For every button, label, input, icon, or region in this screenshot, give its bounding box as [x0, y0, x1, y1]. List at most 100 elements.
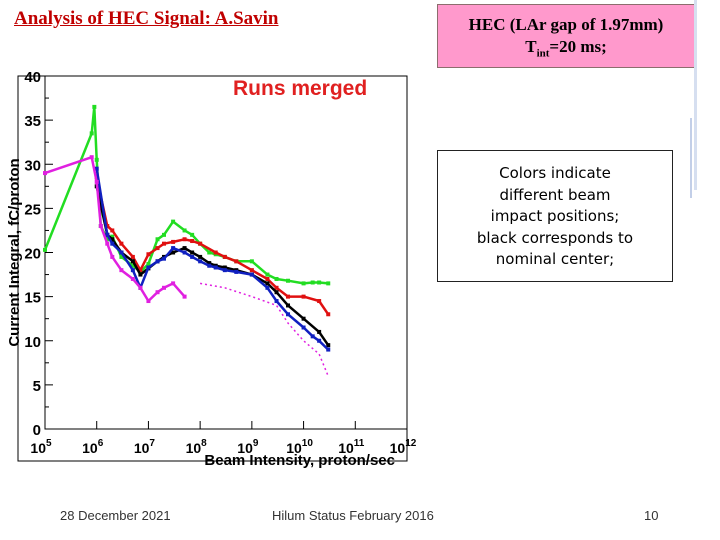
data-point: [326, 343, 331, 348]
data-point: [161, 241, 166, 246]
data-point: [155, 246, 160, 251]
x-tick-label: 1011: [338, 438, 365, 456]
data-point: [130, 268, 135, 273]
data-point: [249, 272, 254, 277]
data-point: [110, 228, 115, 233]
data-point: [155, 237, 160, 242]
data-point: [130, 254, 135, 259]
data-point: [265, 281, 270, 286]
data-point: [286, 294, 291, 299]
data-point: [326, 281, 331, 286]
note-line: nominal center;: [495, 250, 615, 268]
chart-title: Runs merged: [233, 77, 367, 100]
data-point: [182, 237, 187, 242]
data-point: [310, 280, 315, 285]
x-tick-label: 107: [134, 438, 156, 456]
x-tick-label: 106: [82, 438, 104, 456]
decorative-bar: [690, 118, 692, 198]
data-point: [317, 280, 322, 285]
data-point: [155, 290, 160, 295]
data-point: [222, 268, 227, 273]
color-note-box: Colors indicate different beam impact po…: [437, 150, 673, 282]
data-point: [274, 290, 279, 295]
data-point: [317, 338, 322, 343]
data-point: [326, 312, 331, 317]
data-point: [182, 228, 187, 233]
data-point: [138, 268, 143, 273]
data-point: [326, 347, 331, 352]
note-line: black corresponds to: [476, 228, 634, 247]
data-point: [105, 237, 110, 242]
data-point: [301, 316, 306, 321]
data-point: [119, 241, 124, 246]
data-point: [110, 237, 115, 242]
y-tick-label: 30: [24, 157, 41, 174]
data-point: [222, 265, 227, 270]
data-point: [119, 268, 124, 273]
data-point: [89, 131, 94, 136]
data-point: [161, 256, 166, 261]
data-point: [146, 299, 151, 304]
data-point: [146, 265, 151, 270]
y-tick-label: 25: [24, 201, 41, 218]
data-point: [286, 303, 291, 308]
x-tick-label: 108: [186, 438, 208, 456]
data-point: [190, 250, 195, 255]
y-tick-label: 5: [33, 378, 41, 395]
data-point: [105, 224, 110, 229]
x-tick-label: 1010: [286, 438, 313, 456]
data-point: [249, 268, 254, 273]
data-point: [138, 285, 143, 290]
data-point: [94, 179, 99, 184]
data-point: [274, 276, 279, 281]
data-point: [301, 294, 306, 299]
tint-base: T: [525, 37, 537, 56]
data-point: [130, 263, 135, 268]
data-point: [265, 285, 270, 290]
decorative-bar: [694, 0, 697, 190]
slide-title: Analysis of HEC Signal: A.Savin: [14, 8, 279, 29]
data-point: [265, 272, 270, 277]
data-point: [92, 104, 97, 109]
data-point: [105, 241, 110, 246]
data-point: [171, 239, 176, 244]
data-point: [286, 312, 291, 317]
data-point: [94, 166, 99, 171]
data-point: [171, 246, 176, 251]
data-point: [249, 259, 254, 264]
hec-gap-text: HEC (LAr gap of 1.97mm): [468, 15, 664, 34]
data-point: [207, 250, 212, 255]
data-point: [207, 261, 212, 266]
data-point: [110, 241, 115, 246]
data-point: [317, 329, 322, 334]
data-point: [310, 334, 315, 339]
data-point: [207, 263, 212, 268]
footer-date: 28 December 2021: [60, 508, 171, 523]
data-point: [182, 294, 187, 299]
data-point: [161, 232, 166, 237]
y-tick-label: 15: [24, 290, 41, 307]
y-tick-label: 35: [24, 113, 41, 130]
series-line: [199, 282, 329, 377]
x-tick-label: 109: [237, 438, 259, 456]
hec-info-box: HEC (LAr gap of 1.97mm) Tint=20 ms;: [437, 4, 695, 68]
x-tick-label: 1012: [390, 438, 417, 456]
data-point: [190, 254, 195, 259]
data-point: [198, 254, 203, 259]
y-tick-label: 10: [24, 334, 41, 351]
data-point: [213, 250, 218, 255]
data-point: [161, 285, 166, 290]
data-point: [317, 299, 322, 304]
data-point: [198, 241, 203, 246]
data-point: [213, 265, 218, 270]
page-number: 10: [644, 508, 659, 523]
data-point: [155, 259, 160, 264]
data-point: [146, 261, 151, 266]
data-point: [190, 239, 195, 244]
chart-frame: [17, 75, 408, 462]
data-point: [89, 155, 94, 160]
data-point: [130, 276, 135, 281]
y-tick-label: 40: [24, 69, 41, 86]
data-point: [110, 254, 115, 259]
data-point: [119, 250, 124, 255]
